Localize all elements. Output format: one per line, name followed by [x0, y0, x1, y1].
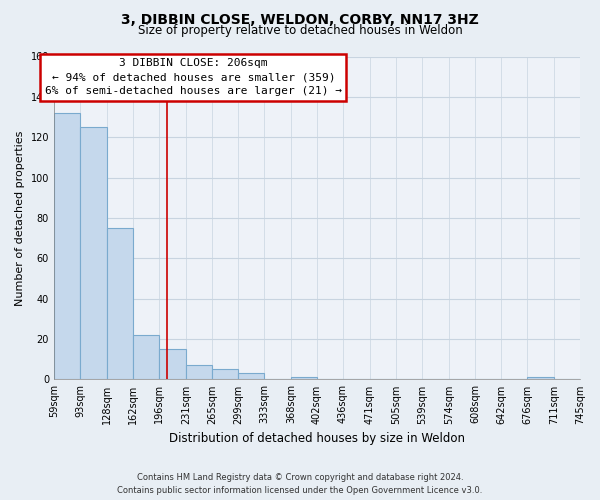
Bar	[80, 127, 107, 380]
Bar	[291, 378, 317, 380]
Text: 3 DIBBIN CLOSE: 206sqm
← 94% of detached houses are smaller (359)
6% of semi-det: 3 DIBBIN CLOSE: 206sqm ← 94% of detached…	[45, 58, 342, 96]
Bar	[54, 113, 80, 380]
Bar	[212, 370, 238, 380]
X-axis label: Distribution of detached houses by size in Weldon: Distribution of detached houses by size …	[169, 432, 465, 445]
Y-axis label: Number of detached properties: Number of detached properties	[15, 130, 25, 306]
Text: Contains HM Land Registry data © Crown copyright and database right 2024.
Contai: Contains HM Land Registry data © Crown c…	[118, 474, 482, 495]
Bar	[159, 349, 186, 380]
Text: 3, DIBBIN CLOSE, WELDON, CORBY, NN17 3HZ: 3, DIBBIN CLOSE, WELDON, CORBY, NN17 3HZ	[121, 12, 479, 26]
Text: Size of property relative to detached houses in Weldon: Size of property relative to detached ho…	[137, 24, 463, 37]
Bar	[527, 378, 554, 380]
Bar	[186, 366, 212, 380]
Bar	[238, 374, 264, 380]
Bar	[133, 335, 159, 380]
Bar	[107, 228, 133, 380]
